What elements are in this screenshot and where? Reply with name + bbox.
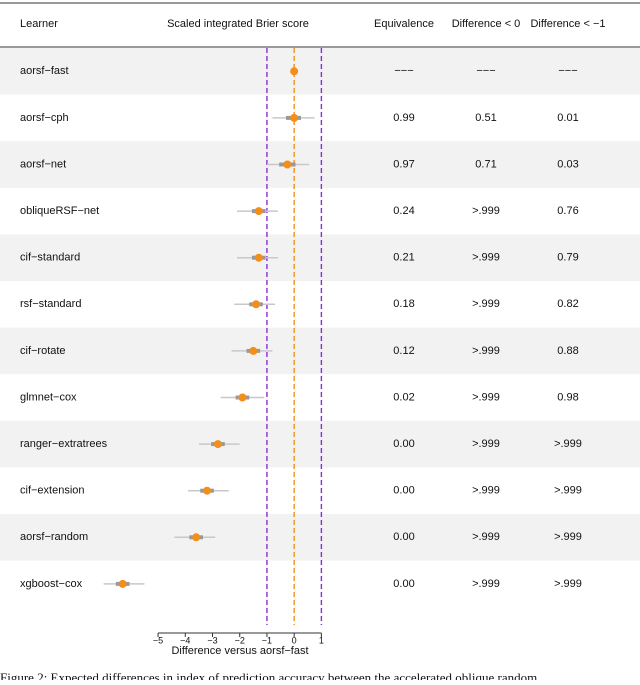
- estimate-point: [290, 113, 299, 122]
- equivalence: 0.21: [393, 252, 414, 264]
- difference-lt-0: −−−: [476, 65, 495, 77]
- equivalence: 0.00: [393, 531, 414, 543]
- x-tick-label: 0: [292, 635, 297, 645]
- learner-label: rsf−standard: [20, 298, 81, 310]
- difference-lt-0: >.999: [472, 345, 500, 357]
- x-tick-label: −1: [262, 635, 272, 645]
- learner-label: obliqueRSF−net: [20, 205, 99, 217]
- row-band: [0, 48, 640, 95]
- header: Scaled integrated Brier score: [167, 18, 309, 30]
- row-band: [0, 141, 640, 188]
- difference-lt-0: >.999: [472, 298, 500, 310]
- x-tick-label: −4: [180, 635, 190, 645]
- learner-label: glmnet−cox: [20, 391, 77, 403]
- difference-lt-minus1: 0.01: [557, 112, 578, 124]
- x-tick-label: −2: [235, 635, 245, 645]
- estimate-point: [118, 579, 127, 588]
- learner-label: cif−extension: [20, 485, 85, 497]
- estimate-point: [238, 393, 247, 402]
- estimate-point: [203, 486, 212, 495]
- difference-lt-0: >.999: [472, 531, 500, 543]
- x-tick-label: −5: [153, 635, 163, 645]
- row-band: [0, 327, 640, 375]
- equivalence: 0.00: [393, 485, 414, 497]
- difference-lt-0: 0.71: [475, 158, 496, 170]
- x-tick-label: 1: [319, 635, 324, 645]
- difference-lt-minus1: 0.76: [557, 205, 578, 217]
- learner-label: aorsf−net: [20, 158, 66, 170]
- estimate-point: [254, 207, 263, 216]
- learner-label: cif−rotate: [20, 345, 66, 357]
- learner-label: aorsf−random: [20, 531, 88, 543]
- estimate-point: [213, 440, 222, 449]
- difference-lt-minus1: >.999: [554, 578, 582, 590]
- x-axis-label: Difference versus aorsf−fast: [171, 645, 308, 657]
- difference-lt-minus1: 0.98: [557, 391, 578, 403]
- estimate-point: [192, 533, 201, 542]
- row-band: [0, 234, 640, 281]
- equivalence: 0.02: [393, 391, 414, 403]
- estimate-point: [283, 160, 292, 169]
- learner-label: aorsf−fast: [20, 65, 69, 77]
- difference-lt-minus1: 0.79: [557, 252, 578, 264]
- header: Equivalence: [374, 18, 434, 30]
- difference-lt-minus1: 0.88: [557, 345, 578, 357]
- row-band: [0, 420, 640, 468]
- estimate-point: [249, 346, 258, 355]
- learner-label: xgboost−cox: [20, 578, 83, 590]
- header: Difference < 0: [452, 18, 521, 30]
- difference-lt-minus1: 0.82: [557, 298, 578, 310]
- learner-label: cif−standard: [20, 252, 80, 264]
- equivalence: 0.00: [393, 578, 414, 590]
- equivalence: 0.99: [393, 112, 414, 124]
- difference-lt-minus1: −−−: [558, 65, 577, 77]
- learner-label: ranger−extratrees: [20, 438, 108, 450]
- equivalence: 0.00: [393, 438, 414, 450]
- equivalence: 0.24: [393, 205, 414, 217]
- header: Difference < −1: [530, 18, 605, 30]
- equivalence: −−−: [394, 65, 413, 77]
- equivalence: 0.18: [393, 298, 414, 310]
- difference-lt-0: >.999: [472, 205, 500, 217]
- difference-lt-minus1: >.999: [554, 485, 582, 497]
- estimate-point: [254, 253, 263, 262]
- difference-lt-0: 0.51: [475, 112, 496, 124]
- header: Learner: [20, 18, 58, 30]
- difference-lt-minus1: 0.03: [557, 158, 578, 170]
- difference-lt-0: >.999: [472, 391, 500, 403]
- difference-lt-0: >.999: [472, 578, 500, 590]
- difference-lt-minus1: >.999: [554, 438, 582, 450]
- equivalence: 0.97: [393, 158, 414, 170]
- difference-lt-0: >.999: [472, 252, 500, 264]
- learner-label: aorsf−cph: [20, 112, 69, 124]
- difference-lt-0: >.999: [472, 438, 500, 450]
- x-tick-label: −3: [207, 635, 217, 645]
- estimate-point: [252, 300, 261, 309]
- caption: Figure 2: Expected differences in index …: [0, 670, 537, 680]
- estimate-point: [290, 67, 299, 76]
- row-band: [0, 514, 640, 561]
- equivalence: 0.12: [393, 345, 414, 357]
- difference-lt-0: >.999: [472, 485, 500, 497]
- difference-lt-minus1: >.999: [554, 531, 582, 543]
